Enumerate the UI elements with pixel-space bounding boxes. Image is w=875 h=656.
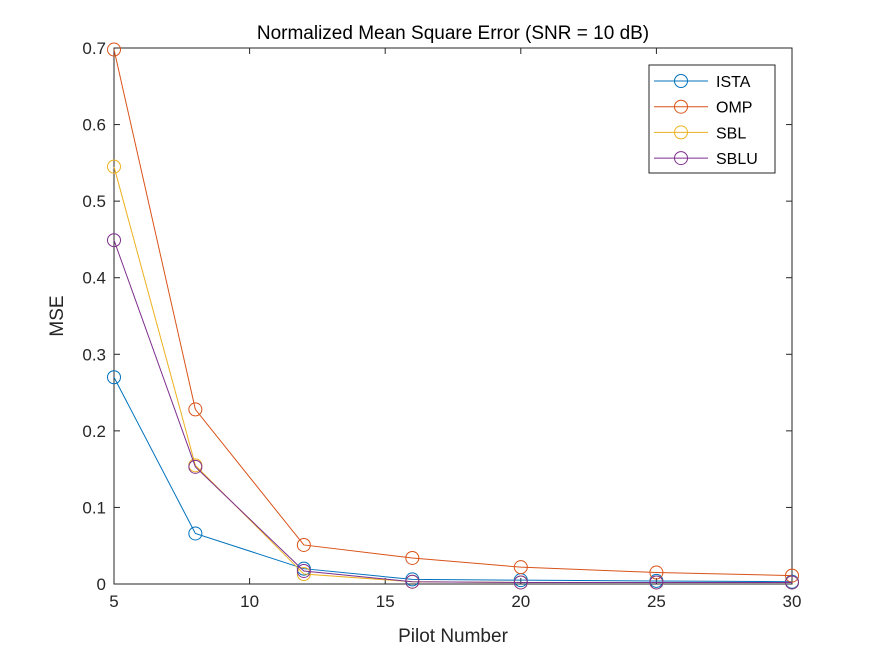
data-point-sblu: [188, 459, 203, 474]
data-point-ista: [188, 526, 203, 541]
legend-item-sblu: SBLU: [654, 151, 758, 168]
y-axis-label: MSE: [47, 295, 68, 336]
series-line-ista: [113, 377, 793, 583]
series-line-sblu: [113, 240, 792, 583]
y-tick-label: 0.7: [82, 39, 106, 58]
data-point-omp: [188, 402, 203, 417]
chart-title: Normalized Mean Square Error (SNR = 10 d…: [257, 23, 649, 44]
data-point-omp: [107, 42, 121, 57]
data-point-sblu: [513, 575, 528, 590]
legend-marker: [674, 151, 688, 166]
data-point-omp: [513, 560, 528, 575]
data-point-omp: [649, 565, 664, 580]
series-line-omp: [113, 49, 793, 577]
y-tick-label: 0.3: [82, 345, 106, 364]
legend-marker: [674, 125, 688, 140]
y-tick-label: 0.2: [82, 422, 106, 441]
y-tick-label: 0.5: [82, 192, 106, 211]
legend-item-sbl: SBL: [654, 125, 746, 142]
y-tick-label: 0.1: [82, 498, 106, 517]
legend-item-omp: OMP: [654, 99, 752, 117]
data-point-ista: [107, 370, 121, 385]
x-tick-label: 15: [376, 592, 395, 611]
data-point-sblu: [649, 575, 664, 590]
x-tick-label: 20: [511, 592, 530, 611]
series-sblu: [107, 233, 799, 590]
data-point-sbl: [107, 159, 121, 174]
x-tick-label: 25: [647, 592, 666, 611]
legend-marker: [674, 99, 688, 114]
data-point-sblu: [785, 575, 799, 590]
y-tick-label: 0: [97, 575, 106, 594]
data-point-sblu: [107, 233, 121, 248]
data-point-omp: [296, 537, 311, 552]
y-tick-label: 0.4: [82, 269, 106, 288]
legend-label: SBL: [716, 125, 746, 142]
legend-label: OMP: [716, 100, 752, 117]
data-point-sbl: [296, 567, 311, 582]
legend-label: SBLU: [716, 151, 758, 168]
x-axis-label: Pilot Number: [398, 626, 508, 647]
x-tick-label: 10: [240, 592, 259, 611]
y-tick-label: 0.6: [82, 116, 106, 135]
legend-label: ISTA: [716, 74, 751, 91]
x-tick-label: 30: [783, 592, 802, 611]
legend-marker: [674, 74, 688, 88]
legend-item-ista: ISTA: [654, 74, 751, 91]
legend-box: [648, 64, 776, 174]
legend: ISTA OMP SBL SBLU: [648, 64, 776, 174]
data-point-sblu: [296, 563, 311, 578]
data-point-omp: [405, 550, 420, 565]
data-point-sblu: [405, 574, 420, 589]
x-tick-label: 5: [109, 592, 118, 611]
series-omp: [107, 42, 799, 583]
